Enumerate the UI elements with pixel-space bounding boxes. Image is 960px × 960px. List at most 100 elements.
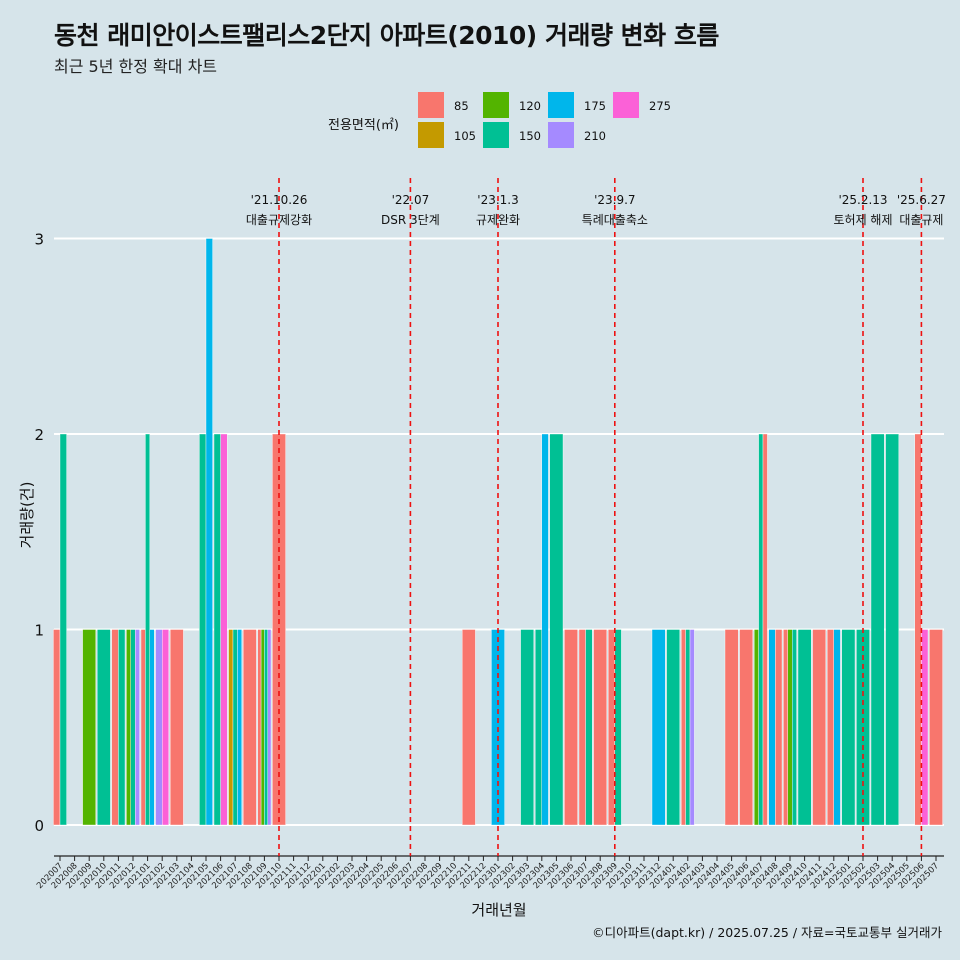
bar xyxy=(841,629,856,826)
y-tick-label: 0 xyxy=(34,817,44,835)
bar xyxy=(585,629,593,826)
y-tick-label: 3 xyxy=(34,231,44,249)
bar xyxy=(220,433,228,826)
bar xyxy=(564,629,578,826)
bar xyxy=(739,629,753,826)
y-axis-title: 거래량(건) xyxy=(18,482,36,549)
bar xyxy=(578,629,586,826)
bar xyxy=(267,629,272,826)
bar xyxy=(232,629,238,826)
event-date-label: '23.1.3 xyxy=(477,193,518,207)
bar xyxy=(724,629,739,826)
bar xyxy=(53,629,61,826)
bar xyxy=(59,433,67,826)
legend-swatch xyxy=(418,122,444,148)
bar xyxy=(260,629,265,826)
bar xyxy=(870,433,885,826)
bar xyxy=(681,629,686,826)
bar xyxy=(929,629,943,826)
bar xyxy=(833,629,841,826)
bar xyxy=(549,433,564,826)
bar xyxy=(155,629,163,826)
x-axis-title: 거래년월 xyxy=(471,901,526,919)
source-caption: ©디아파트(dapt.kr) / 2025.07.25 / 자료=국토교통부 실… xyxy=(592,925,942,940)
legend-label: 120 xyxy=(519,99,541,113)
legend-label: 105 xyxy=(454,129,476,143)
bar xyxy=(169,629,184,826)
y-tick-label: 2 xyxy=(34,426,44,444)
legend-label: 275 xyxy=(649,99,671,113)
bar xyxy=(111,629,119,826)
y-tick-label: 1 xyxy=(34,622,44,640)
bar xyxy=(783,629,789,826)
event-text-label: 대출규제강화 xyxy=(246,213,312,227)
legend-swatch xyxy=(483,92,509,118)
bar xyxy=(82,629,96,826)
legend-label: 85 xyxy=(454,99,469,113)
bar xyxy=(921,629,929,826)
bar xyxy=(787,629,793,826)
event-text-label: 대출규제 xyxy=(899,213,943,227)
bar xyxy=(149,629,155,826)
bar xyxy=(541,433,549,826)
event-date-label: '25.6.27 xyxy=(897,193,946,207)
bar xyxy=(257,629,262,826)
bar xyxy=(685,629,691,826)
bar xyxy=(145,433,150,826)
legend-swatch xyxy=(548,92,574,118)
bar xyxy=(535,629,543,826)
event-text-label: 특례대출축소 xyxy=(582,213,648,227)
bar xyxy=(651,629,666,826)
bar xyxy=(758,433,764,826)
event-text-label: 규제완화 xyxy=(476,213,520,227)
legend-swatch xyxy=(418,92,444,118)
bar xyxy=(914,433,922,826)
legend-swatch xyxy=(613,92,639,118)
bar xyxy=(96,629,111,826)
legend-label: 210 xyxy=(584,129,606,143)
legend-title: 전용면적(㎡) xyxy=(328,118,399,133)
bar xyxy=(762,433,768,826)
legend-label: 175 xyxy=(584,99,606,113)
bar xyxy=(689,629,695,826)
legend-swatch xyxy=(548,122,574,148)
bar xyxy=(520,629,534,826)
bar xyxy=(614,629,622,826)
bar xyxy=(213,433,221,826)
bar xyxy=(242,629,257,826)
event-date-label: '25.2.13 xyxy=(838,193,887,207)
event-text-label: DSR 3단계 xyxy=(381,213,440,227)
bar xyxy=(775,629,783,826)
bar xyxy=(792,629,797,826)
event-date-label: '23.9.7 xyxy=(594,193,635,207)
bar xyxy=(666,629,680,826)
bar xyxy=(754,629,759,826)
chart-subtitle: 최근 5년 한정 확대 차트 xyxy=(54,57,218,76)
bar xyxy=(228,629,234,826)
bar xyxy=(768,629,776,826)
bar xyxy=(462,629,476,826)
event-text-label: 토허제 해제 xyxy=(833,213,892,227)
legend-label: 150 xyxy=(519,129,541,143)
bar xyxy=(797,629,812,826)
event-date-label: '22.07 xyxy=(392,193,430,207)
bar xyxy=(134,629,140,826)
bar xyxy=(237,629,242,826)
bar xyxy=(199,433,207,826)
legend: 전용면적(㎡) 85 105 120 150 175 210 275 xyxy=(328,92,688,152)
bar xyxy=(812,629,826,826)
legend-swatch xyxy=(483,122,509,148)
bar xyxy=(205,238,213,826)
chart-title: 동천 래미안이스트팰리스2단지 아파트(2010) 거래량 변화 흐름 xyxy=(54,21,719,50)
bar xyxy=(608,629,616,826)
bar xyxy=(885,433,899,826)
bar xyxy=(593,629,607,826)
bar xyxy=(118,629,126,826)
bar xyxy=(130,629,136,826)
bar xyxy=(140,629,146,826)
bar xyxy=(126,629,132,826)
bar xyxy=(161,629,169,826)
event-date-label: '21.10.26 xyxy=(251,193,308,207)
bar xyxy=(264,629,268,826)
